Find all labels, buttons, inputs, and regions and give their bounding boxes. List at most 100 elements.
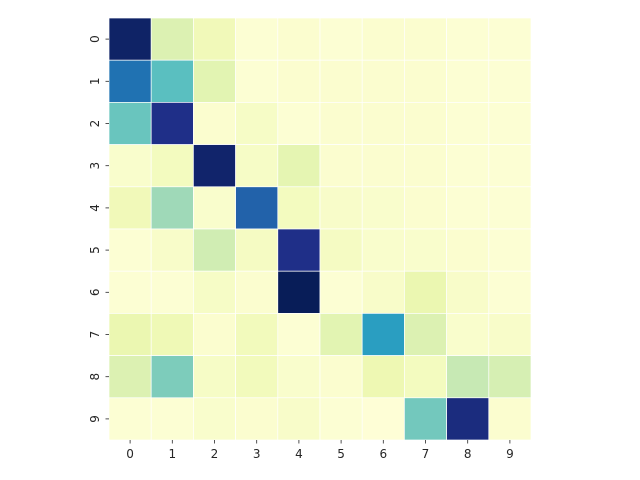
heatmap-cell-r3-c4 — [277, 144, 321, 188]
heatmap-cell-r3-c9 — [488, 144, 532, 188]
heatmap-cell-r0-c7 — [404, 17, 447, 61]
heatmap-cell-r8-c2 — [193, 355, 236, 399]
heatmap-cell-r2-c0 — [108, 102, 152, 145]
heatmap-cell-r1-c2 — [193, 59, 236, 103]
heatmap-cell-r3-c5 — [319, 144, 363, 188]
heatmap-cell-r6-c3 — [235, 270, 279, 314]
heatmap-cells — [108, 17, 532, 441]
x-axis: 0 1 2 3 4 5 6 7 8 9 — [126, 440, 514, 461]
y-tick-label: 6 — [88, 288, 102, 296]
heatmap-cell-r8-c4 — [277, 355, 321, 399]
y-tick-label: 5 — [88, 246, 102, 254]
heatmap-cell-r5-c9 — [488, 228, 532, 272]
heatmap-cell-r6-c4 — [277, 270, 321, 314]
heatmap-cell-r2-c3 — [235, 102, 279, 145]
heatmap-cell-r0-c6 — [361, 17, 405, 61]
x-tick-label: 2 — [211, 447, 219, 461]
heatmap-cell-r9-c3 — [235, 397, 279, 441]
heatmap-cell-r1-c1 — [150, 59, 194, 103]
heatmap-cell-r0-c4 — [277, 17, 321, 61]
heatmap-cell-r7-c0 — [108, 313, 152, 356]
heatmap-cell-r7-c1 — [150, 313, 194, 356]
heatmap-cell-r9-c5 — [319, 397, 363, 441]
heatmap-cell-r1-c0 — [108, 59, 152, 103]
x-tick-label: 6 — [379, 447, 387, 461]
heatmap-cell-r3-c8 — [446, 144, 490, 188]
heatmap-cell-r2-c4 — [277, 102, 321, 145]
heatmap-cell-r0-c1 — [150, 17, 194, 61]
heatmap-cell-r5-c7 — [404, 228, 447, 272]
heatmap-cell-r6-c7 — [404, 270, 447, 314]
heatmap-cell-r6-c6 — [361, 270, 405, 314]
heatmap-cell-r5-c6 — [361, 228, 405, 272]
heatmap-cell-r2-c8 — [446, 102, 490, 145]
y-tick-label: 9 — [88, 415, 102, 423]
heatmap-cell-r5-c8 — [446, 228, 490, 272]
y-tick-label: 0 — [88, 35, 102, 43]
y-tick-label: 1 — [88, 77, 102, 85]
x-tick-label: 8 — [464, 447, 472, 461]
heatmap-cell-r3-c6 — [361, 144, 405, 188]
x-tick-label: 3 — [253, 447, 261, 461]
heatmap-cell-r3-c2 — [193, 144, 236, 188]
heatmap-cell-r4-c3 — [235, 186, 279, 230]
heatmap-cell-r9-c9 — [488, 397, 532, 441]
heatmap-cell-r5-c5 — [319, 228, 363, 272]
heatmap-cell-r1-c7 — [404, 59, 447, 103]
y-axis: 0 1 2 3 4 5 6 7 8 9 — [88, 35, 109, 423]
heatmap-cell-r4-c1 — [150, 186, 194, 230]
heatmap-cell-r4-c7 — [404, 186, 447, 230]
heatmap-cell-r9-c0 — [108, 397, 152, 441]
heatmap-cell-r7-c4 — [277, 313, 321, 356]
heatmap-cell-r2-c1 — [150, 102, 194, 145]
heatmap-cell-r7-c7 — [404, 313, 447, 356]
y-tick-label: 8 — [88, 373, 102, 381]
heatmap-cell-r7-c9 — [488, 313, 532, 356]
heatmap-cell-r4-c5 — [319, 186, 363, 230]
y-tick-label: 7 — [88, 331, 102, 339]
heatmap-cell-r5-c3 — [235, 228, 279, 272]
heatmap-cell-r5-c1 — [150, 228, 194, 272]
heatmap-cell-r9-c6 — [361, 397, 405, 441]
heatmap-cell-r8-c0 — [108, 355, 152, 399]
heatmap-cell-r5-c2 — [193, 228, 236, 272]
heatmap-cell-r3-c7 — [404, 144, 447, 188]
heatmap-cell-r9-c4 — [277, 397, 321, 441]
heatmap-cell-r8-c1 — [150, 355, 194, 399]
heatmap-cell-r8-c6 — [361, 355, 405, 399]
heatmap-cell-r2-c7 — [404, 102, 447, 145]
x-tick-label: 1 — [168, 447, 176, 461]
heatmap-cell-r0-c8 — [446, 17, 490, 61]
heatmap-cell-r4-c6 — [361, 186, 405, 230]
heatmap-cell-r6-c9 — [488, 270, 532, 314]
heatmap-cell-r4-c9 — [488, 186, 532, 230]
heatmap-cell-r4-c2 — [193, 186, 236, 230]
heatmap-cell-r4-c8 — [446, 186, 490, 230]
heatmap-cell-r7-c5 — [319, 313, 363, 356]
heatmap-cell-r3-c1 — [150, 144, 194, 188]
heatmap-cell-r1-c4 — [277, 59, 321, 103]
heatmap-cell-r6-c1 — [150, 270, 194, 314]
heatmap-cell-r1-c5 — [319, 59, 363, 103]
x-tick-label: 7 — [422, 447, 430, 461]
x-tick-label: 4 — [295, 447, 303, 461]
heatmap-cell-r2-c2 — [193, 102, 236, 145]
y-tick-label: 2 — [88, 120, 102, 128]
heatmap-cell-r8-c5 — [319, 355, 363, 399]
heatmap-cell-r1-c3 — [235, 59, 279, 103]
heatmap-cell-r6-c8 — [446, 270, 490, 314]
heatmap-cell-r4-c0 — [108, 186, 152, 230]
heatmap-cell-r6-c5 — [319, 270, 363, 314]
heatmap-cell-r2-c6 — [361, 102, 405, 145]
heatmap-cell-r8-c8 — [446, 355, 490, 399]
heatmap-cell-r0-c5 — [319, 17, 363, 61]
heatmap-cell-r0-c9 — [488, 17, 532, 61]
heatmap-cell-r7-c2 — [193, 313, 236, 356]
heatmap-cell-r5-c0 — [108, 228, 152, 272]
heatmap-cell-r6-c2 — [193, 270, 236, 314]
heatmap-cell-r7-c3 — [235, 313, 279, 356]
heatmap-cell-r6-c0 — [108, 270, 152, 314]
heatmap-cell-r7-c8 — [446, 313, 490, 356]
x-tick-label: 5 — [337, 447, 345, 461]
